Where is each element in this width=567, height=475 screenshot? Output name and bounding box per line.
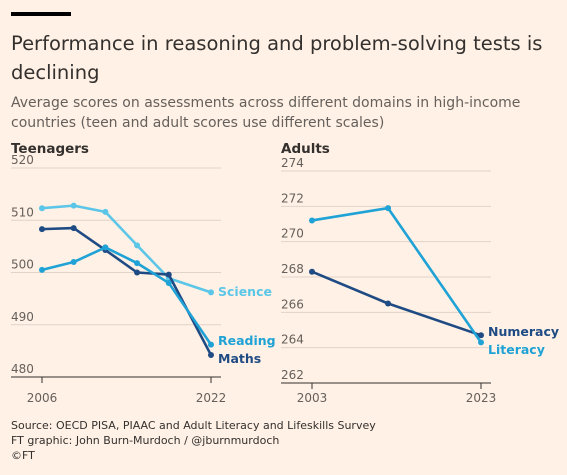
adults-y-tick-label: 274	[281, 156, 304, 170]
adults-numeracy-point	[385, 300, 392, 307]
adults-y-tick-label: 262	[281, 368, 304, 382]
teenagers-panel-title: Teenagers	[11, 141, 89, 157]
adults-literacy-label: Literacy	[488, 342, 545, 357]
ft-top-bar	[11, 12, 71, 16]
teenagers-y-tick-label: 520	[11, 153, 34, 167]
teenagers-science-point	[70, 202, 77, 209]
adults-y-tick-label: 268	[281, 262, 304, 276]
chart-subtitle: Average scores on assessments across dif…	[11, 95, 521, 131]
adults-literacy-line	[311, 206, 483, 344]
adults-y-tick-label: 272	[281, 191, 304, 205]
adults-panel-title: Adults	[281, 141, 330, 157]
teenagers-y-tick-label: 500	[11, 258, 34, 272]
teenagers-reading-label: Reading	[218, 333, 276, 348]
teenagers-science-point	[102, 208, 109, 215]
teenagers-maths-label: Maths	[218, 351, 261, 366]
teenagers-reading-point	[70, 259, 77, 266]
teenagers-y-tick-label: 480	[11, 362, 34, 376]
teenagers-maths-point	[70, 225, 77, 232]
teenagers-science-label: Science	[218, 284, 272, 299]
chart-footer: Source: OECD PISA, PIAAC and Adult Liter…	[11, 418, 376, 463]
adults-literacy-point	[478, 339, 484, 346]
adults-y-tick-label: 270	[281, 227, 304, 241]
adults-y-tick-label: 264	[281, 333, 304, 347]
teenagers-reading-point	[208, 341, 214, 348]
teenagers-science-point	[208, 289, 214, 296]
teenagers-y-tick-label: 510	[11, 205, 34, 219]
teenagers-maths-point	[134, 269, 141, 276]
teenagers-reading-line	[41, 246, 213, 346]
adults-literacy-point	[385, 205, 392, 212]
teenagers-maths-point	[39, 226, 45, 233]
teenagers-y-tick-label: 490	[11, 310, 34, 324]
adults-numeracy-point	[309, 268, 315, 275]
adults-y-tick-label: 266	[281, 297, 304, 311]
adults-numeracy-label: Numeracy	[488, 324, 559, 339]
teenagers-reading-point	[165, 279, 172, 286]
graphic-credit: FT graphic: John Burn-Murdoch / @jburnmu…	[11, 434, 280, 447]
teenagers-science-point	[134, 242, 141, 249]
adults-numeracy-point	[478, 332, 484, 339]
source-note: Source: OECD PISA, PIAAC and Adult Liter…	[11, 419, 376, 432]
teenagers-maths-point	[208, 352, 214, 359]
adults-x-tick-label: 2003	[297, 391, 328, 405]
teenagers-maths-line	[41, 226, 213, 356]
teenagers-maths-point	[165, 271, 172, 278]
teenagers-reading-point	[102, 244, 109, 251]
teenagers-reading-point	[134, 260, 141, 267]
chart-title: Performance in reasoning and problem-sol…	[11, 32, 543, 84]
teenagers-reading-point	[39, 266, 45, 273]
teenagers-x-tick-label: 2022	[196, 391, 227, 405]
teenagers-science-point	[39, 205, 45, 212]
teenagers-x-tick-label: 2006	[27, 391, 58, 405]
adults-x-tick-label: 2023	[466, 391, 497, 405]
ft-copyright: ©FT	[11, 449, 35, 462]
adults-literacy-point	[309, 217, 315, 224]
teenagers-science-line	[41, 204, 212, 294]
